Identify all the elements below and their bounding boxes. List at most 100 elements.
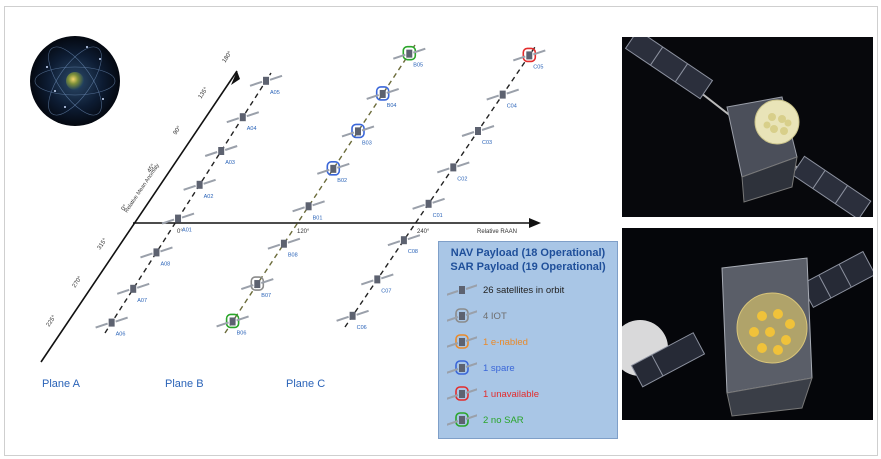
satellite-label-a04: A04 xyxy=(247,126,257,132)
plane-a-label: Plane A xyxy=(42,378,80,390)
anomaly-tick-225: 225° xyxy=(46,314,58,328)
satellite-label-c05: C05 xyxy=(533,64,543,70)
anomaly-tick-135: 135° xyxy=(198,86,210,100)
legend-satellite-unavailable xyxy=(447,386,477,401)
plane-b-group: B05 B04 B03 B02 B01 B08 B07 B06 xyxy=(216,44,426,336)
satellite-label-b05: B05 xyxy=(413,63,423,69)
legend-satellite-no-sar xyxy=(447,412,477,427)
satellite-a04 xyxy=(226,111,260,124)
satellite-a01 xyxy=(161,212,195,225)
satellite-icon xyxy=(447,386,477,401)
legend-item-label: 2 no SAR xyxy=(483,414,524,426)
satellite-label-c02: C02 xyxy=(457,176,467,182)
satellite-b06 xyxy=(216,313,249,329)
legend-item-label: 1 spare xyxy=(483,362,515,374)
plane-b-label: Plane B xyxy=(165,378,204,390)
legend-satellite-normal xyxy=(447,284,477,296)
satellite-icon xyxy=(447,284,477,296)
satellite-a03 xyxy=(204,145,238,157)
payload-legend: NAV Payload (18 Operational) SAR Payload… xyxy=(438,241,618,439)
satellite-label-c06: C06 xyxy=(357,325,367,331)
constellation-globe-image xyxy=(30,36,120,126)
anomaly-tick-270: 270° xyxy=(72,275,84,289)
plane-a-group: A05 A04 A03 A02 A01 A08 A07 A06 xyxy=(95,72,283,338)
satellite-c04 xyxy=(486,88,520,101)
satellite-b03 xyxy=(341,123,375,139)
satellite-label-b07: B07 xyxy=(261,293,271,299)
legend-item-label: 1 unavailable xyxy=(483,388,539,400)
mean-anomaly-axis-arrow xyxy=(231,71,240,85)
satellite-a02 xyxy=(183,178,216,191)
satellite-label-a06: A06 xyxy=(116,332,126,338)
satellite-b08 xyxy=(267,237,301,250)
satellite-a06 xyxy=(95,316,128,329)
legend-item-unavailable: 1 unavailable xyxy=(447,386,539,402)
satellite-b05 xyxy=(392,45,426,61)
satellite-label-a01: A01 xyxy=(182,228,192,234)
legend-satellite-iov xyxy=(447,308,477,323)
mean-anomaly-axis xyxy=(40,70,238,363)
satellite-icon xyxy=(447,308,477,323)
satellite-label-b04: B04 xyxy=(387,103,397,109)
galileo-satellite-sar-image xyxy=(622,228,873,420)
legend-item-spare: 1 spare xyxy=(447,360,515,376)
satellite-c03 xyxy=(461,125,495,137)
legend-item-normal: 26 satellites in orbit xyxy=(447,282,564,298)
satellite-c06 xyxy=(336,309,369,322)
satellite-label-b03: B03 xyxy=(362,140,372,146)
satellite-photo-top xyxy=(622,37,873,217)
satellite-label-a03: A03 xyxy=(225,160,235,166)
satellite-label-b08: B08 xyxy=(288,253,298,259)
satellite-c02 xyxy=(436,161,470,174)
anomaly-tick-45: 45° xyxy=(147,163,157,174)
legend-satellite-degraded xyxy=(447,334,477,349)
satellite-label-c03: C03 xyxy=(482,140,492,146)
legend-title-nav: NAV Payload (18 Operational) xyxy=(450,247,606,259)
satellite-icon xyxy=(447,334,477,349)
satellite-b07 xyxy=(240,276,274,291)
satellite-label-a05: A05 xyxy=(270,90,280,96)
raan-tick-0: 0° xyxy=(177,229,183,235)
anomaly-tick-180: 180° xyxy=(222,50,234,64)
anomaly-tick-90: 90° xyxy=(173,125,183,136)
satellite-a05 xyxy=(249,74,283,87)
satellite-icon xyxy=(447,412,477,427)
satellite-label-c01: C01 xyxy=(433,213,443,219)
satellite-b02 xyxy=(316,161,350,176)
plane-c-group: C05 C04 C03 C02 C01 C08 C07 C06 xyxy=(336,46,546,331)
satellite-b04 xyxy=(366,86,400,101)
satellite-label-c08: C08 xyxy=(408,249,418,255)
orbital-planes: A05A04A03A02A01A08A07A06B05B04B03B02B01B… xyxy=(95,44,546,338)
raan-axis-label: Relative RAAN xyxy=(477,229,517,235)
legend-satellite-spare xyxy=(447,360,477,375)
legend-item-no-sar: 2 no SAR xyxy=(447,412,524,428)
satellite-label-c04: C04 xyxy=(507,104,517,110)
mean-anomaly-axis-label: Relative Mean Anomaly xyxy=(124,163,161,214)
satellite-photo-bottom xyxy=(622,228,873,420)
satellite-c05 xyxy=(512,47,546,63)
anomaly-tick-0: 0° xyxy=(121,204,130,213)
legend-item-label: 4 IOT xyxy=(483,310,507,322)
figure-frame: Relative Mean Anomaly Relative RAAN 0° 1… xyxy=(4,6,878,456)
satellite-label-b02: B02 xyxy=(337,178,347,184)
satellite-a07 xyxy=(116,282,150,295)
satellite-b01 xyxy=(292,200,325,213)
legend-item-label: 26 satellites in orbit xyxy=(483,284,565,296)
legend-item-degraded: 1 e-nabled xyxy=(447,334,528,350)
legend-item-label: 1 e-nabled xyxy=(483,336,528,348)
satellite-label-b01: B01 xyxy=(313,215,323,221)
satellite-label-a08: A08 xyxy=(160,261,170,267)
anomaly-tick-315: 315° xyxy=(97,237,109,251)
satellite-icon xyxy=(447,360,477,375)
satellite-label-a07: A07 xyxy=(137,298,147,304)
satellite-label-b06: B06 xyxy=(237,330,247,336)
satellite-label-a02: A02 xyxy=(204,194,214,200)
plane-a-orbit-line xyxy=(104,72,272,334)
raan-tick-240: 240° xyxy=(417,229,430,235)
satellite-a08 xyxy=(140,246,173,259)
legend-title-sar: SAR Payload (19 Operational) xyxy=(450,261,606,273)
legend-item-iov: 4 IOT xyxy=(447,308,507,324)
raan-tick-120: 120° xyxy=(297,229,310,235)
galileo-satellite-image xyxy=(622,37,873,217)
plane-c-label: Plane C xyxy=(286,378,326,390)
